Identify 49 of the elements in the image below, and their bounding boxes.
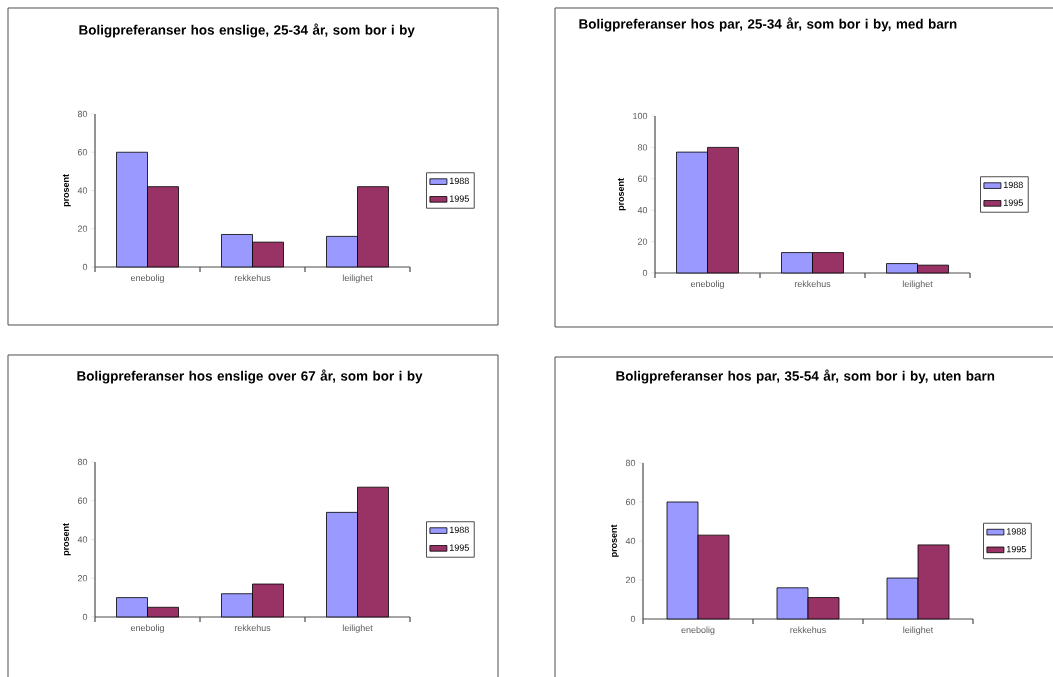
y-tick-label: 20 bbox=[637, 238, 648, 245]
chart-title: Boligpreferanser hos enslige over 67 år, som bor i by bbox=[77, 369, 423, 384]
legend-label: 1988 bbox=[1003, 181, 1023, 189]
y-tick-label: 40 bbox=[625, 537, 636, 545]
y-axis-title: prosent bbox=[610, 524, 619, 557]
y-tick-label: 0 bbox=[82, 263, 88, 271]
y-tick-label: 0 bbox=[82, 613, 88, 621]
x-tick-label: leilighet bbox=[342, 274, 373, 283]
y-tick-label: 40 bbox=[637, 207, 648, 214]
x-tick-label: leilighet bbox=[903, 626, 934, 635]
y-tick-label: 80 bbox=[77, 110, 88, 118]
y-tick-label: 80 bbox=[637, 144, 648, 151]
y-tick-label: 20 bbox=[77, 575, 88, 582]
x-tick-label: enebolig bbox=[690, 280, 724, 289]
legend-label: 1988 bbox=[1006, 528, 1026, 535]
y-tick-label: 80 bbox=[625, 459, 636, 467]
chart-title: Boligpreferanser hos par, 35-54 år, som bor i by, uten barn bbox=[616, 369, 995, 384]
y-tick-label: 0 bbox=[630, 615, 636, 623]
y-tick-label: 40 bbox=[77, 187, 88, 194]
y-axis-title: prosent bbox=[617, 178, 626, 211]
y-tick-label: 20 bbox=[77, 225, 88, 232]
y-tick-label: 0 bbox=[642, 269, 648, 277]
legend-label: 1995 bbox=[449, 195, 469, 202]
x-tick-label: leilighet bbox=[342, 624, 373, 633]
legend-label: 1988 bbox=[449, 526, 469, 534]
legend-label: 1995 bbox=[1006, 545, 1026, 553]
legend-label: 1988 bbox=[449, 177, 469, 185]
y-tick-label: 100 bbox=[633, 112, 648, 120]
x-tick-label: enebolig bbox=[130, 274, 164, 283]
x-tick-label: rekkehus bbox=[234, 624, 271, 632]
y-axis-title: prosent bbox=[62, 174, 71, 207]
y-tick-label: 20 bbox=[625, 576, 636, 584]
x-tick-label: rekkehus bbox=[234, 274, 271, 282]
x-tick-label: rekkehus bbox=[794, 280, 831, 288]
y-tick-label: 60 bbox=[637, 175, 648, 182]
y-tick-label: 60 bbox=[77, 149, 88, 156]
x-tick-label: rekkehus bbox=[790, 626, 826, 634]
y-tick-label: 40 bbox=[77, 536, 88, 543]
legend-label: 1995 bbox=[1003, 199, 1023, 206]
y-tick-label: 80 bbox=[77, 458, 88, 466]
x-tick-label: enebolig bbox=[130, 624, 164, 633]
chart-title: Boligpreferanser hos enslige, 25-34 år, som bor i by bbox=[79, 23, 415, 38]
x-tick-label: enebolig bbox=[681, 626, 715, 635]
y-tick-label: 60 bbox=[625, 498, 636, 506]
x-tick-label: leilighet bbox=[902, 280, 933, 289]
y-axis-title: prosent bbox=[62, 523, 71, 556]
legend-label: 1995 bbox=[449, 544, 469, 551]
y-tick-label: 60 bbox=[77, 497, 88, 504]
chart-title: Boligpreferanser hos par, 25-34 år, som bor i by, med barn bbox=[579, 17, 957, 32]
